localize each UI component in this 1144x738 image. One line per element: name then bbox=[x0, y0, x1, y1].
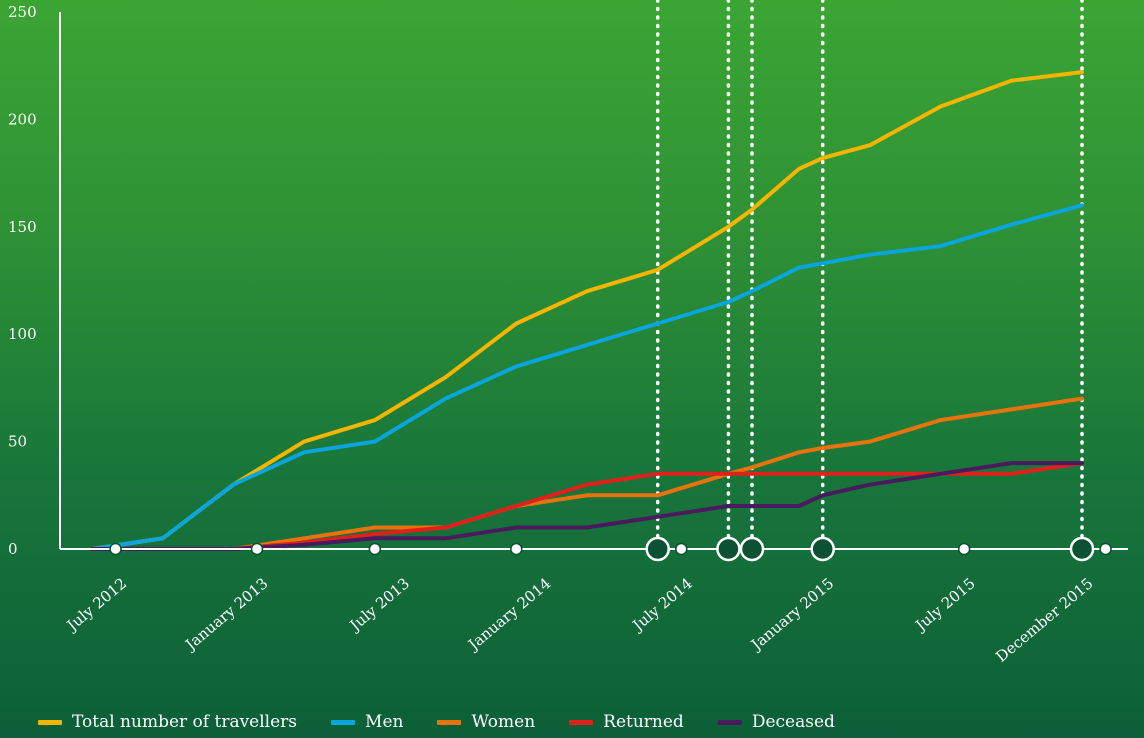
legend-item: Women bbox=[437, 712, 535, 732]
legend-item: Men bbox=[331, 712, 403, 732]
y-tick-label: 0 bbox=[8, 540, 18, 558]
legend-swatch bbox=[569, 719, 594, 725]
series-line-women bbox=[90, 396, 1084, 551]
x-tick-label: January 2015 bbox=[746, 574, 837, 655]
x-tick-label: July 2015 bbox=[911, 574, 979, 635]
legend-label: Returned bbox=[603, 712, 684, 732]
event-marker-large bbox=[739, 536, 765, 562]
legend-label: Men bbox=[365, 712, 404, 732]
y-tick-label: 50 bbox=[8, 433, 27, 451]
y-tick-label: 200 bbox=[8, 110, 37, 128]
legend: Total number of travellers Men Women Return… bbox=[38, 712, 835, 732]
event-marker-small bbox=[675, 542, 688, 556]
y-tick-label: 250 bbox=[8, 3, 37, 21]
event-marker-large bbox=[645, 536, 670, 562]
y-tick-label: 150 bbox=[8, 218, 37, 236]
series-line-total-number-of-travellers bbox=[90, 70, 1084, 551]
legend-swatch bbox=[437, 719, 462, 725]
line-chart: 0 50 100 150 200 250 July 2012 January 2013 July… bbox=[8, 3, 1112, 666]
event-marker-small bbox=[368, 542, 382, 556]
series-line-deceased bbox=[90, 461, 1084, 551]
x-tick-label: July 2013 bbox=[345, 574, 413, 635]
legend-label: Total number of travellers bbox=[72, 712, 298, 732]
legend-label: Women bbox=[471, 712, 536, 732]
legend-swatch bbox=[717, 719, 742, 725]
x-tick-label: July 2014 bbox=[628, 574, 696, 635]
event-marker-small bbox=[250, 542, 264, 556]
legend-label: Deceased bbox=[751, 712, 835, 732]
legend-item: Total number of travellers bbox=[38, 712, 297, 732]
event-marker-small bbox=[957, 542, 971, 556]
event-marker-large bbox=[1069, 536, 1095, 562]
event-marker-large bbox=[716, 536, 741, 562]
x-tick-label: January 2013 bbox=[180, 574, 271, 655]
legend-item: Returned bbox=[569, 712, 684, 732]
event-marker-small bbox=[1099, 542, 1112, 556]
x-tick-label: January 2014 bbox=[463, 574, 554, 655]
event-marker-small bbox=[510, 542, 523, 556]
event-marker-small bbox=[109, 542, 122, 556]
x-tick-label: December 2015 bbox=[992, 574, 1096, 666]
series-line-men bbox=[90, 203, 1084, 551]
y-tick-label: 100 bbox=[8, 325, 37, 343]
legend-swatch bbox=[38, 719, 62, 725]
event-marker-large bbox=[810, 536, 835, 562]
legend-swatch bbox=[331, 719, 356, 725]
x-tick-label: July 2012 bbox=[62, 574, 130, 635]
legend-item: Deceased bbox=[717, 712, 835, 732]
